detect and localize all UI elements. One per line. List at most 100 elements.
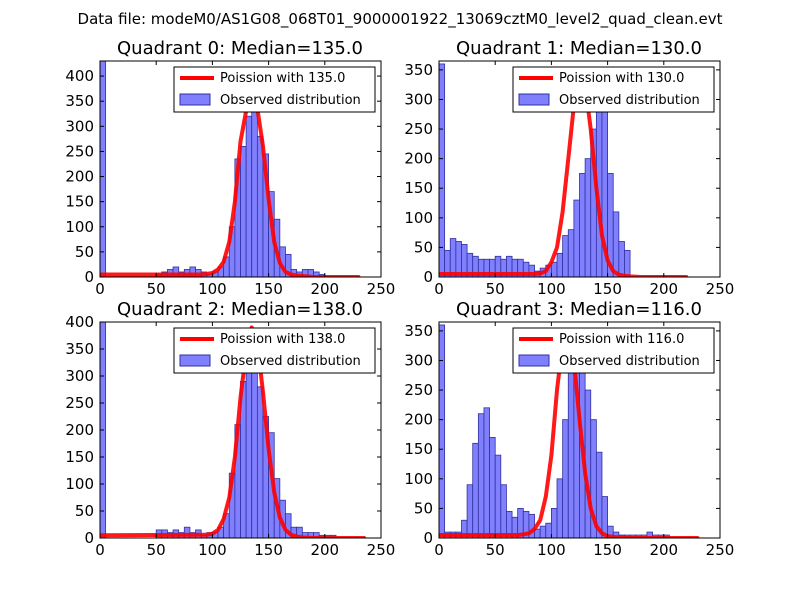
y-tick-label: 150 [65, 193, 94, 211]
x-tick-label: 0 [434, 541, 444, 559]
y-tick-label: 50 [414, 499, 433, 517]
x-tick-label: 250 [706, 541, 735, 559]
y-tick-label: 400 [65, 67, 94, 85]
plot-frame [99, 60, 382, 278]
plot-frame [438, 321, 721, 539]
histogram-bar [256, 135, 264, 277]
histogram-bar [455, 241, 462, 277]
y-tick-label: 100 [404, 209, 433, 227]
legend-histogram-swatch [518, 93, 550, 106]
histogram-bar [489, 436, 496, 538]
histogram-bar [624, 249, 631, 277]
panel-title: Quadrant 1: Median=130.0 [456, 38, 702, 59]
x-tick-label: 250 [706, 280, 735, 298]
y-tick-label: 150 [404, 179, 433, 197]
histogram-bar [100, 61, 107, 277]
y-tick-label: 200 [65, 168, 94, 186]
histogram-bar [483, 407, 490, 538]
panel-title: Quadrant 0: Median=135.0 [117, 38, 363, 59]
histogram-bar [618, 241, 625, 277]
y-tick-label: 300 [404, 351, 433, 369]
y-tick-label: 0 [84, 529, 94, 547]
legend-poisson-label: Poission with 130.0 [559, 71, 684, 86]
y-tick-label: 400 [65, 313, 94, 331]
histogram-bar [251, 359, 258, 538]
y-tick-label: 250 [65, 394, 94, 412]
histogram-bar [466, 484, 474, 538]
legend-poisson-label: Poission with 138.0 [220, 332, 345, 347]
y-tick-label: 50 [75, 243, 94, 261]
y-tick-label: 350 [65, 340, 94, 358]
y-tick-label: 100 [65, 218, 94, 236]
histogram-bar [567, 229, 575, 277]
y-tick-label: 0 [423, 268, 433, 286]
y-tick-label: 200 [404, 150, 433, 168]
panel-quadrant-1: Quadrant 1: Median=130.0 0 50 100 150 200 250… [404, 38, 734, 298]
y-tick-label: 350 [65, 92, 94, 110]
y-tick-label: 250 [404, 120, 433, 138]
histogram-bar [494, 454, 502, 538]
legend-histogram-swatch [179, 354, 211, 367]
histogram-bar [601, 496, 608, 538]
histogram-bar [439, 63, 446, 277]
y-tick-label: 50 [414, 238, 433, 256]
y-tick-label: 0 [423, 529, 433, 547]
y-tick-label: 100 [404, 470, 433, 488]
histogram-bar [556, 478, 564, 538]
y-tick-label: 200 [65, 421, 94, 439]
x-tick-label: 0 [95, 541, 105, 559]
panel-quadrant-0: Quadrant 0: Median=135.0 0 50 100 150 200 250… [65, 38, 395, 298]
histogram-bar [240, 145, 247, 277]
y-tick-label: 350 [404, 322, 433, 340]
poisson-curve [100, 84, 361, 277]
legend-histogram-label: Observed distribution [220, 354, 361, 369]
x-tick-label: 50 [147, 541, 166, 559]
legend-histogram-swatch [179, 93, 211, 106]
histogram-bar [439, 324, 446, 538]
histogram-bar [556, 252, 564, 277]
legend-histogram-swatch [518, 354, 550, 367]
x-tick-label: 200 [310, 280, 339, 298]
histogram-bar [562, 235, 569, 277]
histogram-bar [545, 522, 552, 538]
y-tick-label: 100 [65, 475, 94, 493]
histogram-bar [251, 110, 258, 277]
histogram [439, 63, 631, 277]
y-tick-label: 350 [404, 61, 433, 79]
legend-histogram-label: Observed distribution [220, 93, 361, 108]
panel-title: Quadrant 3: Median=116.0 [456, 299, 702, 320]
legend: Poission with 130.0 Observed distributio… [512, 66, 715, 113]
x-tick-label: 250 [367, 280, 396, 298]
poisson-line [100, 84, 361, 277]
x-tick-label: 200 [649, 541, 678, 559]
x-tick-label: 100 [537, 280, 566, 298]
x-tick-label: 0 [434, 280, 444, 298]
y-tick-label: 50 [75, 502, 94, 520]
x-tick-label: 50 [486, 541, 505, 559]
histogram-bar [500, 484, 507, 538]
x-tick-label: 200 [310, 541, 339, 559]
x-tick-label: 200 [649, 280, 678, 298]
plot-frame [438, 60, 721, 278]
histogram-bar [584, 158, 592, 277]
y-tick-label: 200 [404, 411, 433, 429]
y-tick-label: 250 [404, 381, 433, 399]
histogram-bar [477, 413, 485, 538]
legend-poisson-label: Poission with 116.0 [559, 332, 684, 347]
x-tick-label: 150 [254, 541, 283, 559]
y-tick-label: 150 [404, 440, 433, 458]
histogram-bar [245, 115, 253, 277]
histogram-bar [612, 211, 620, 277]
histogram-bar [472, 442, 479, 538]
x-tick-label: 150 [254, 280, 283, 298]
panel-title: Quadrant 2: Median=138.0 [117, 299, 363, 320]
y-tick-label: 150 [65, 448, 94, 466]
x-tick-label: 0 [95, 280, 105, 298]
legend-poisson-label: Poission with 135.0 [220, 71, 345, 86]
x-tick-label: 50 [147, 280, 166, 298]
x-tick-label: 150 [593, 280, 622, 298]
y-tick-label: 300 [404, 90, 433, 108]
legend: Poission with 135.0 Observed distributio… [173, 66, 376, 113]
y-tick-label: 300 [65, 117, 94, 135]
